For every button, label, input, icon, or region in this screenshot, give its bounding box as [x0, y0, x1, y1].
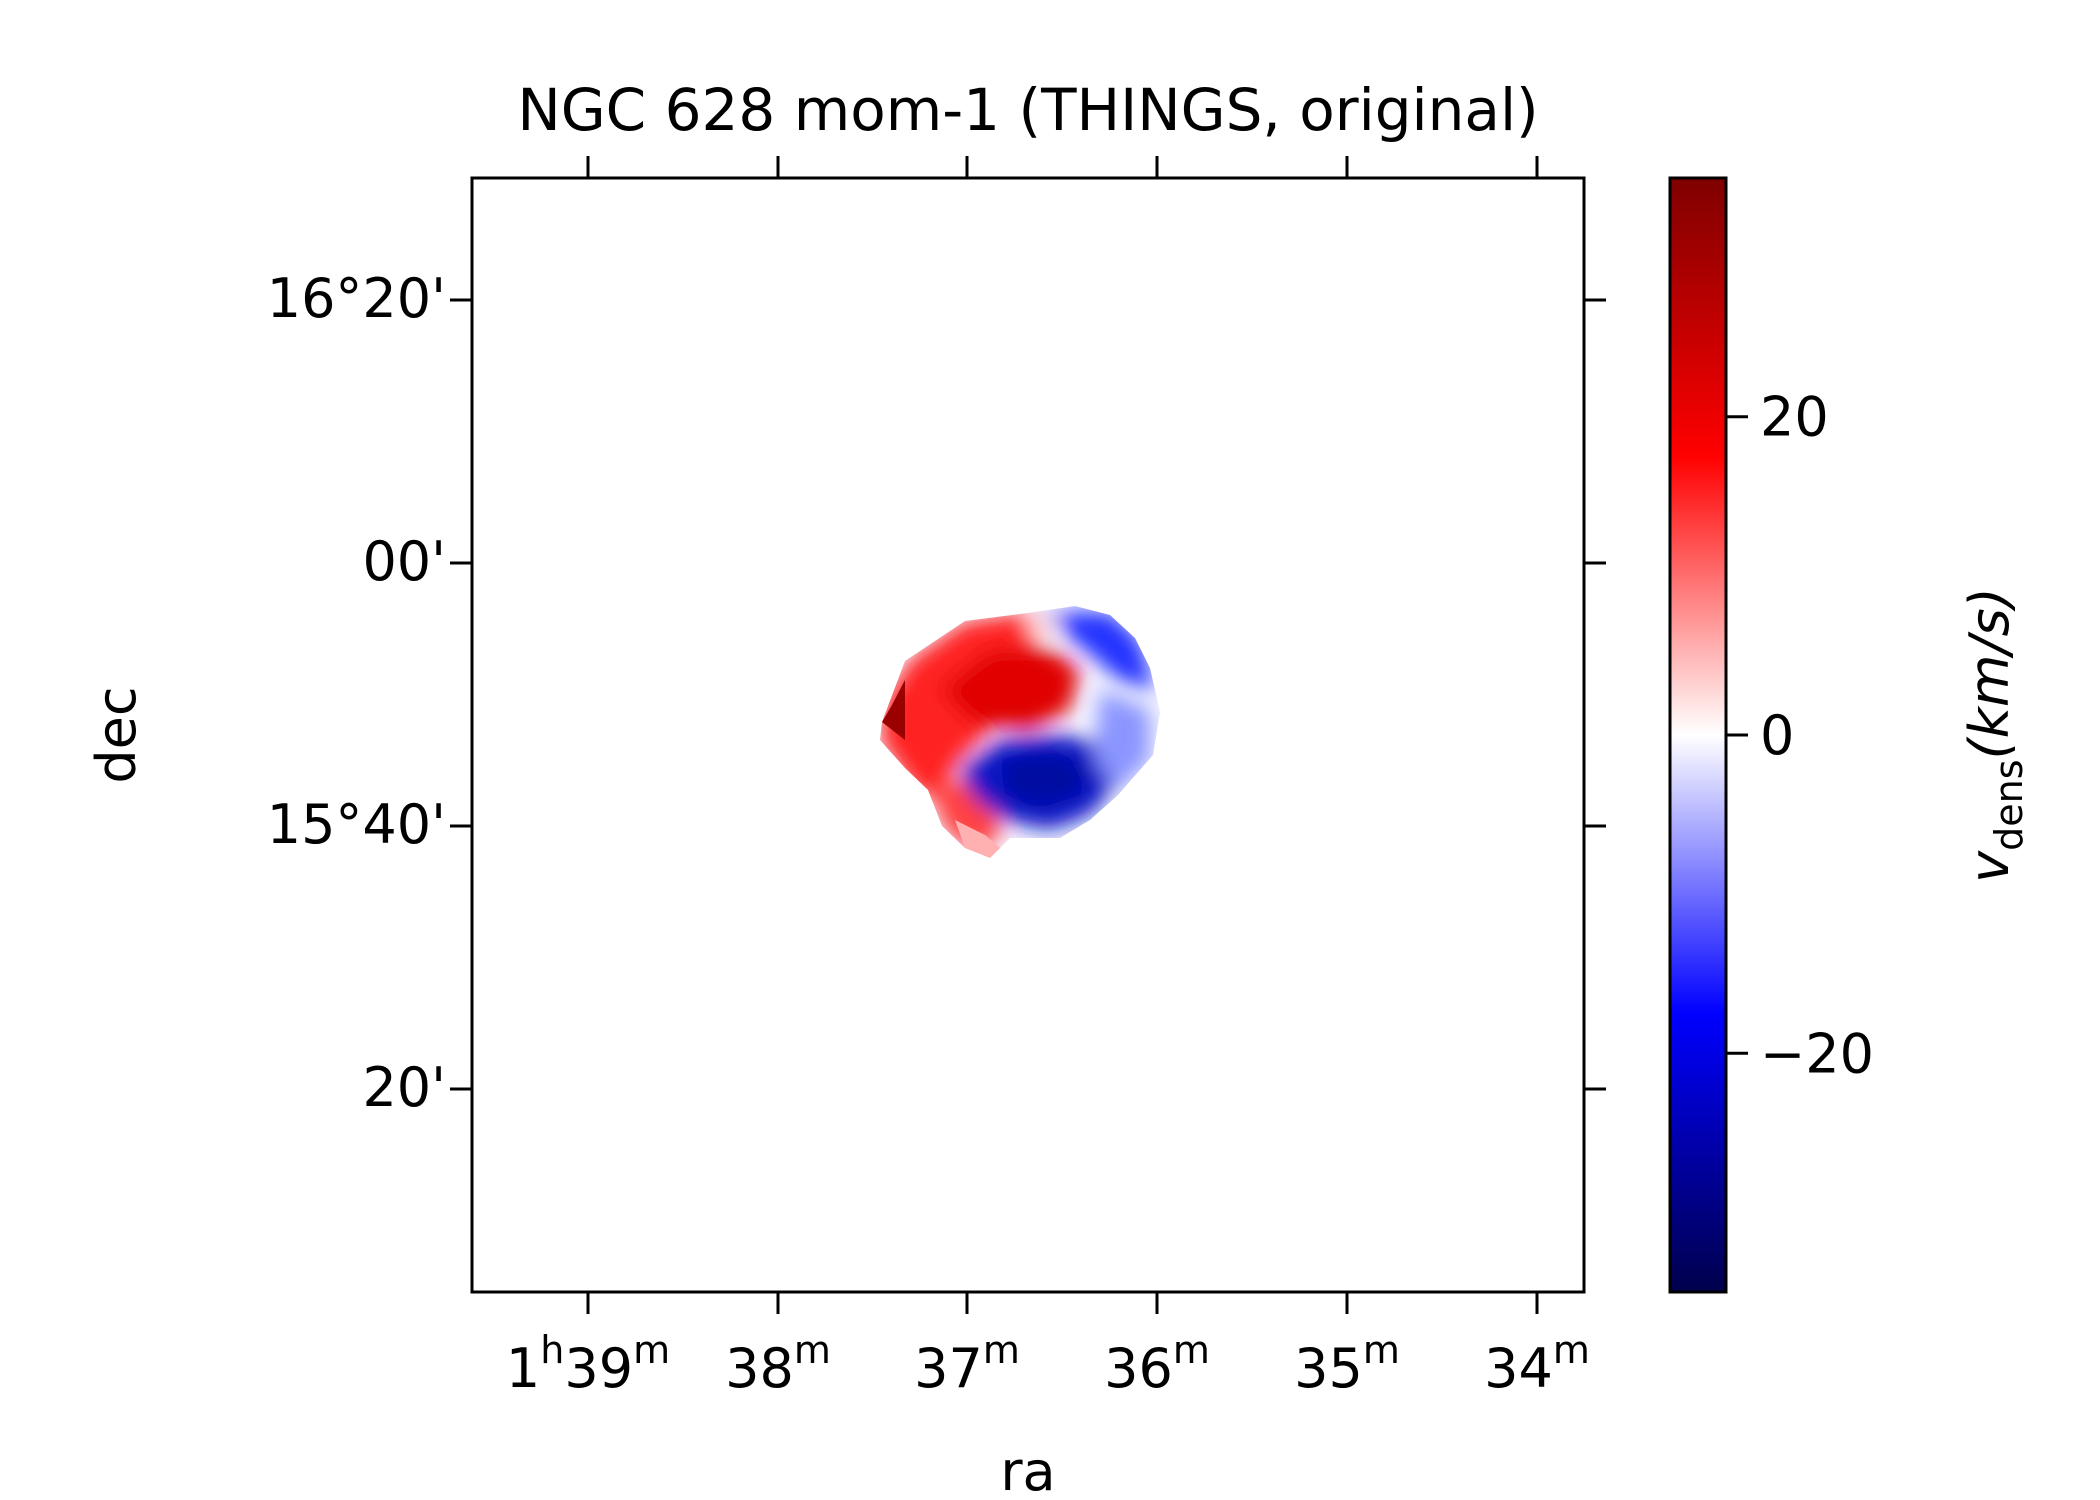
colorbar-gradient: [1668, 176, 1728, 1294]
y-tick-label: 00': [362, 530, 446, 593]
colorbar-tick-label: 20: [1760, 386, 1829, 449]
colorbar: 20 0 −20 vdens(km/s): [1668, 176, 2031, 1294]
plot-frame: [470, 176, 1586, 1294]
colorbar-label: vdens(km/s): [1958, 587, 2031, 883]
y-axis-label: dec: [85, 686, 148, 783]
x-tick-label: 34m: [1484, 1328, 1590, 1400]
y-tick-label: 20': [362, 1056, 446, 1119]
chart-title: NGC 628 mom-1 (THINGS, original): [517, 76, 1538, 144]
velocity-map: [880, 606, 1160, 858]
y-axis: 16°20' 00' 15°40' 20': [267, 267, 1606, 1119]
x-tick-label: 37m: [914, 1328, 1020, 1400]
colorbar-tick-label: 0: [1760, 704, 1794, 767]
x-tick-label: 36m: [1104, 1328, 1210, 1400]
y-tick-label: 15°40': [267, 793, 446, 856]
x-tick-label: 1h39m: [506, 1328, 670, 1400]
x-tick-label: 35m: [1294, 1328, 1400, 1400]
y-tick-label: 16°20': [267, 267, 446, 330]
x-axis-label: ra: [1000, 1440, 1055, 1500]
colorbar-tick-label: −20: [1760, 1022, 1874, 1085]
x-axis: 1h39m 38m 37m 36m 35m 34m: [506, 156, 1590, 1400]
x-tick-label: 38m: [725, 1328, 831, 1400]
